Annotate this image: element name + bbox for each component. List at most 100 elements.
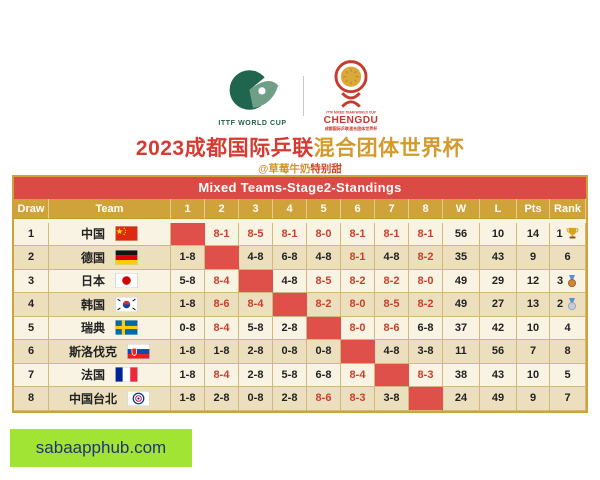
logo-row: ITTF WORLD CUP ITTF MIXED TEAM WORLD CUP <box>0 58 600 134</box>
score-vs-4: 2-8 <box>273 387 307 411</box>
column-header-5: 5 <box>307 199 341 219</box>
points-value: 10 <box>517 316 550 340</box>
points-value: 14 <box>517 222 550 246</box>
trophy-icon <box>566 228 578 239</box>
svg-text:成都国际乒联混合团体世界杯: 成都国际乒联混合团体世界杯 <box>324 125 378 131</box>
score-vs-6: 8-1 <box>341 246 375 270</box>
wins-value: 38 <box>443 363 480 387</box>
team-name: 德国 <box>80 250 105 265</box>
points-value: 7 <box>517 340 550 364</box>
author-handle: @草莓牛奶特别甜 <box>258 163 342 175</box>
team-name: 斯洛伐克 <box>68 344 117 359</box>
watermark-text: sabaapphub.com <box>35 438 167 457</box>
column-header-l: L <box>480 199 517 219</box>
self-match-cell <box>409 387 443 411</box>
losses-value: 56 <box>480 340 517 364</box>
score-vs-2: 8-4 <box>205 269 239 293</box>
rank-number: 3 <box>556 274 564 287</box>
chengdu-logo: ITTF MIXED TEAM WORLD CUP CHENGDU 成都国际乒联… <box>320 58 382 134</box>
score-vs-7: 8-5 <box>375 293 409 317</box>
score-vs-6: 8-1 <box>341 222 375 246</box>
points-value: 9 <box>517 246 550 270</box>
points-value: 13 <box>517 293 550 317</box>
draw-number: 5 <box>14 316 49 340</box>
score-vs-4: 5-8 <box>273 363 307 387</box>
score-vs-3: 8-4 <box>239 293 273 317</box>
team-cell: 斯洛伐克 <box>49 340 171 364</box>
svg-text:ITTF MIXED TEAM WORLD CUP: ITTF MIXED TEAM WORLD CUP <box>326 110 376 114</box>
score-vs-7: 4-8 <box>375 246 409 270</box>
score-vs-3: 2-8 <box>239 340 273 364</box>
flag-slovakia <box>127 343 150 359</box>
column-header-draw: Draw <box>14 199 49 219</box>
draw-number: 4 <box>14 293 49 317</box>
score-vs-4: 0-8 <box>273 340 307 364</box>
team-name: 中国台北 <box>68 391 117 406</box>
self-match-cell <box>273 293 307 317</box>
wins-value: 37 <box>443 316 480 340</box>
draw-number: 8 <box>14 387 49 411</box>
score-vs-8: 8-0 <box>409 269 443 293</box>
column-header-rank: Rank <box>550 199 586 219</box>
score-vs-5: 4-8 <box>307 246 341 270</box>
self-match-cell <box>375 363 409 387</box>
wins-value: 56 <box>443 222 480 246</box>
score-vs-4: 6-8 <box>273 246 307 270</box>
score-vs-5: 8-6 <box>307 387 341 411</box>
flag-china <box>115 226 138 242</box>
column-header-4: 4 <box>273 199 307 219</box>
self-match-cell <box>205 246 239 270</box>
rank-number: 6 <box>564 251 571 264</box>
score-vs-8: 8-3 <box>409 363 443 387</box>
wins-value: 11 <box>443 340 480 364</box>
score-vs-1: 1-8 <box>171 363 205 387</box>
losses-value: 10 <box>480 222 517 246</box>
wins-value: 35 <box>443 246 480 270</box>
flag-japan <box>115 273 138 289</box>
score-vs-8: 3-8 <box>409 340 443 364</box>
team-name: 韩国 <box>80 297 105 312</box>
team-name: 日本 <box>80 274 105 289</box>
score-vs-3: 5-8 <box>239 316 273 340</box>
draw-number: 1 <box>14 222 49 246</box>
points-value: 12 <box>517 269 550 293</box>
score-vs-7: 8-1 <box>375 222 409 246</box>
score-vs-2: 1-8 <box>205 340 239 364</box>
wins-value: 24 <box>443 387 480 411</box>
score-vs-6: 8-3 <box>341 387 375 411</box>
score-vs-2: 8-1 <box>205 222 239 246</box>
team-cell: 中国台北 <box>49 387 171 411</box>
score-vs-4: 8-1 <box>273 222 307 246</box>
ittf-logo-label: ITTF WORLD CUP <box>218 119 287 127</box>
score-vs-6: 8-0 <box>341 293 375 317</box>
score-vs-7: 3-8 <box>375 387 409 411</box>
losses-value: 27 <box>480 293 517 317</box>
score-vs-8: 8-2 <box>409 246 443 270</box>
draw-number: 7 <box>14 363 49 387</box>
column-header-6: 6 <box>341 199 375 219</box>
column-header-team: Team <box>49 199 171 219</box>
event-title-gold: 混合团体世界杯 <box>313 137 465 160</box>
flag-germany <box>115 249 138 265</box>
event-title-red: 2023成都国际乒联 <box>135 137 314 160</box>
team-cell: 瑞典 <box>49 316 171 340</box>
self-match-cell <box>341 340 375 364</box>
score-vs-5: 6-8 <box>307 363 341 387</box>
ittf-world-cup-logo: ITTF WORLD CUP <box>218 64 287 127</box>
score-vs-1: 5-8 <box>171 269 205 293</box>
score-vs-7: 8-2 <box>375 269 409 293</box>
draw-number: 3 <box>14 269 49 293</box>
rank-number: 8 <box>564 345 571 358</box>
team-cell: 德国 <box>49 246 171 270</box>
chengdu-logo-icon: ITTF MIXED TEAM WORLD CUP CHENGDU 成都国际乒联… <box>323 60 378 131</box>
score-vs-5: 0-8 <box>307 340 341 364</box>
self-match-cell <box>307 316 341 340</box>
score-vs-8: 8-1 <box>409 222 443 246</box>
score-vs-8: 8-2 <box>409 293 443 317</box>
wins-value: 49 <box>443 293 480 317</box>
score-vs-6: 8-2 <box>341 269 375 293</box>
score-vs-2: 8-4 <box>205 316 239 340</box>
column-header-2: 2 <box>205 199 239 219</box>
event-header: ITTF WORLD CUP ITTF MIXED TEAM WORLD CUP <box>0 58 600 176</box>
